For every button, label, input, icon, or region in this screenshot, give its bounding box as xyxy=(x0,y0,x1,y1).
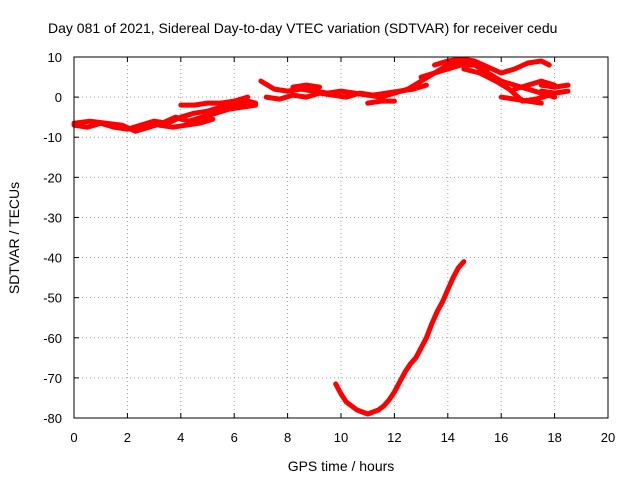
y-tick-label: -20 xyxy=(43,170,62,185)
series-track-d xyxy=(178,94,251,108)
series-track-g xyxy=(290,82,323,90)
series-track-p xyxy=(333,259,467,417)
x-tick-label: 6 xyxy=(231,430,238,445)
y-tick-label: -10 xyxy=(43,130,62,145)
series-track-h xyxy=(365,98,397,106)
series-track-f xyxy=(263,82,429,102)
y-tick-label: -80 xyxy=(43,411,62,426)
y-tick-label: -40 xyxy=(43,251,62,266)
x-tick-label: 8 xyxy=(284,430,291,445)
y-axis-label: SDTVAR / TECUs xyxy=(6,182,22,294)
series-track-o xyxy=(538,88,571,96)
series-track-k xyxy=(461,66,552,104)
y-tick-label: -60 xyxy=(43,331,62,346)
series-track-n xyxy=(538,82,571,90)
x-tick-label: 0 xyxy=(70,430,77,445)
x-tick-label: 2 xyxy=(124,430,131,445)
series-track-j xyxy=(432,56,552,76)
x-axis-label: GPS time / hours xyxy=(288,458,395,474)
x-tick-label: 10 xyxy=(334,430,348,445)
x-tick-label: 12 xyxy=(387,430,401,445)
x-tick-label: 14 xyxy=(441,430,455,445)
series-group xyxy=(71,56,571,417)
y-tick-label: -50 xyxy=(43,291,62,306)
y-tick-label: 10 xyxy=(48,50,62,65)
x-tick-label: 16 xyxy=(494,430,508,445)
chart-title: Day 081 of 2021, Sidereal Day-to-day VTE… xyxy=(48,20,557,36)
x-tick-label: 20 xyxy=(601,430,615,445)
series-track-i xyxy=(418,58,558,100)
series-track-c xyxy=(156,116,216,130)
series-track-m xyxy=(498,94,544,106)
x-tick-label: 4 xyxy=(177,430,184,445)
series-track-b xyxy=(71,102,259,134)
y-tick-label: -30 xyxy=(43,210,62,225)
y-tick-label: -70 xyxy=(43,371,62,386)
series-track-l xyxy=(512,78,558,92)
y-tick-label: 0 xyxy=(55,90,62,105)
grid xyxy=(74,57,608,418)
axis-ticks: 0 2 4 6 8 10 12 14 16 18 20 10 0 -10 -20 -30 -40 -50 -60 -7… xyxy=(43,50,615,445)
x-tick-label: 18 xyxy=(547,430,561,445)
series-track-e xyxy=(258,62,491,100)
